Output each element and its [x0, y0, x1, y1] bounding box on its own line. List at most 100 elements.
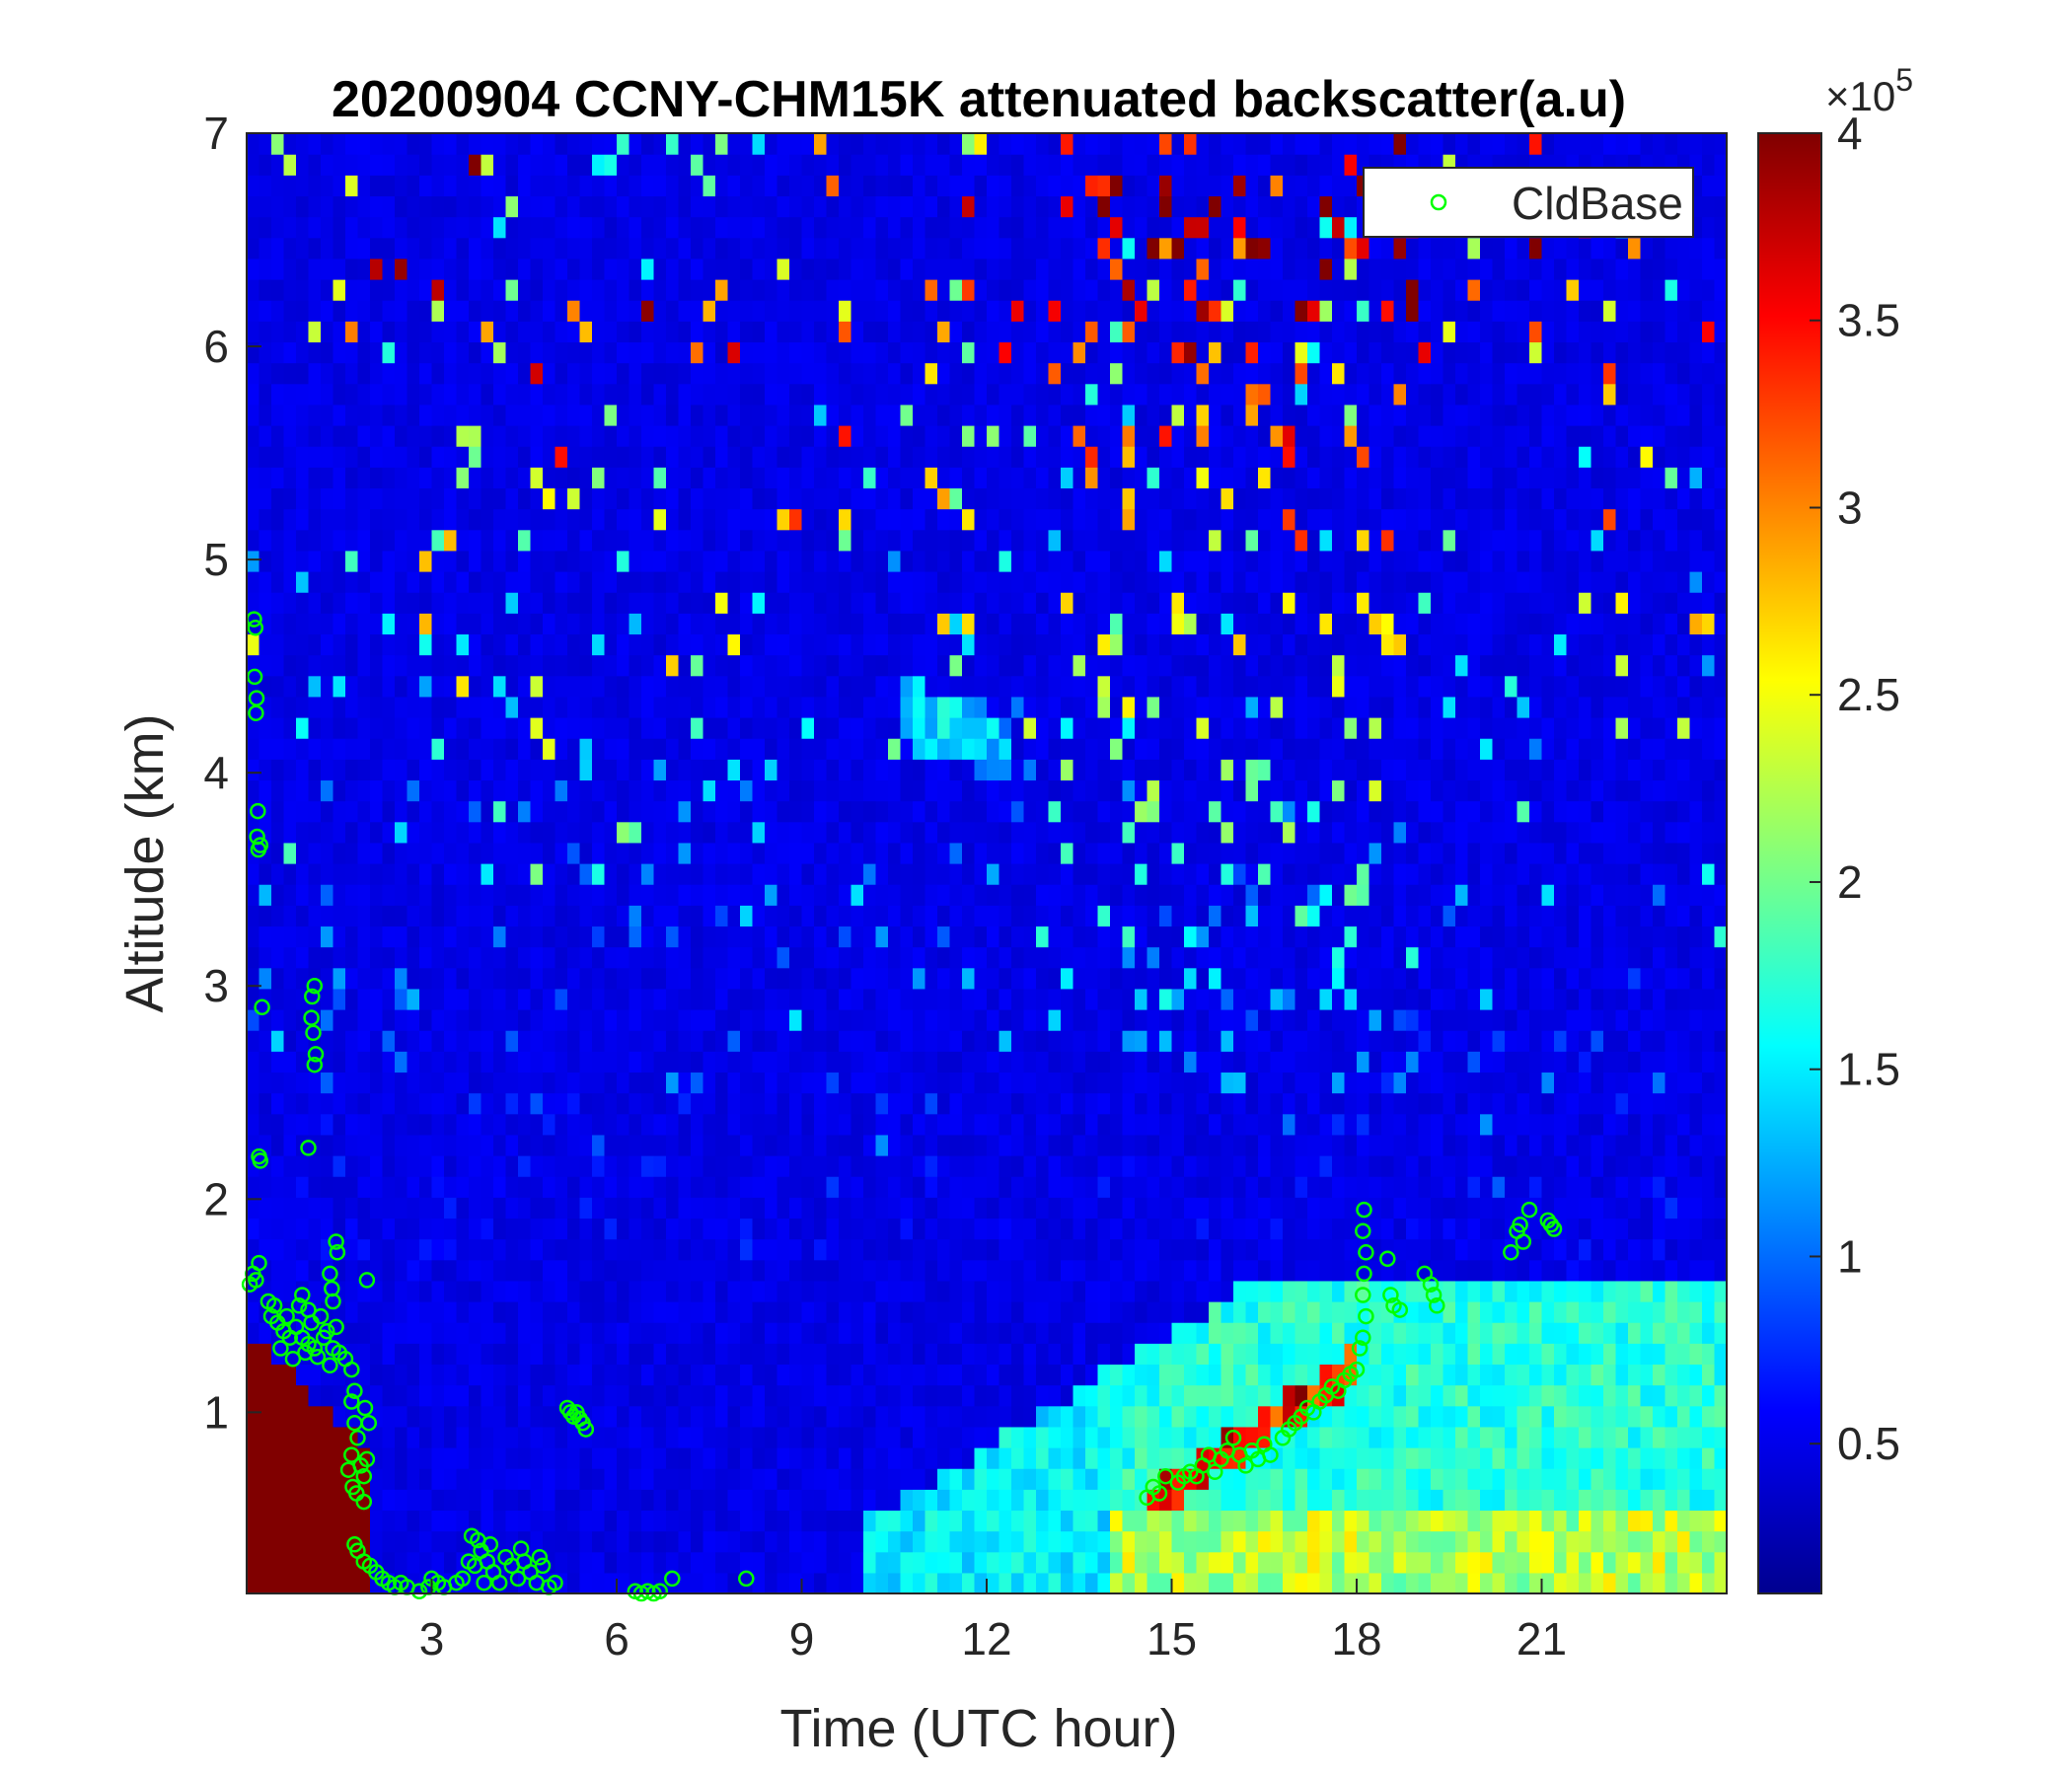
- heatmap-cell: [641, 341, 655, 364]
- heatmap-cell: [419, 467, 433, 489]
- heatmap-cell: [962, 1322, 976, 1344]
- heatmap-cell: [555, 133, 568, 155]
- heatmap-cell: [579, 1322, 593, 1344]
- heatmap-cell: [839, 529, 852, 552]
- heatmap-cell: [444, 946, 458, 969]
- heatmap-cell: [444, 1155, 458, 1177]
- heatmap-cell: [431, 362, 445, 385]
- heatmap-cell: [1085, 1426, 1099, 1448]
- heatmap-cell: [826, 487, 840, 510]
- heatmap-cell: [839, 300, 852, 322]
- heatmap-cell: [1023, 1510, 1037, 1532]
- heatmap-cell: [567, 967, 581, 990]
- heatmap-cell: [407, 1322, 420, 1344]
- heatmap-cell: [900, 467, 914, 489]
- heatmap-cell: [1085, 1551, 1099, 1574]
- heatmap-cell: [691, 1551, 704, 1574]
- heatmap-cell: [666, 946, 680, 969]
- heatmap-cell: [419, 383, 433, 406]
- heatmap-cell: [469, 633, 482, 656]
- heatmap-cell: [1122, 1447, 1136, 1469]
- heatmap-cell: [1097, 341, 1111, 364]
- heatmap-cell: [617, 529, 630, 552]
- heatmap-cell: [530, 1155, 544, 1177]
- heatmap-cell: [444, 905, 458, 927]
- heatmap-cell: [1061, 1092, 1074, 1115]
- heatmap-cell: [481, 1384, 494, 1407]
- heatmap-cell: [789, 1447, 803, 1469]
- heatmap-cell: [987, 425, 1000, 447]
- heatmap-cell: [431, 1364, 445, 1386]
- heatmap-cell: [937, 717, 951, 739]
- heatmap-cell: [863, 1489, 877, 1512]
- heatmap-cell: [419, 842, 433, 864]
- heatmap-cell: [567, 1343, 581, 1366]
- heatmap-cell: [1110, 884, 1124, 906]
- heatmap-cell: [567, 1551, 581, 1574]
- heatmap-cell: [493, 1259, 507, 1282]
- heatmap-cell: [653, 404, 667, 426]
- heatmap-cell: [925, 404, 938, 426]
- heatmap-cell: [493, 1343, 507, 1366]
- heatmap-cell: [715, 237, 729, 259]
- heatmap-cell: [419, 404, 433, 426]
- heatmap-cell: [814, 1134, 828, 1156]
- heatmap-cell: [789, 1343, 803, 1366]
- heatmap-cell: [678, 1468, 692, 1490]
- heatmap-cell: [543, 487, 556, 510]
- heatmap-cell: [826, 237, 840, 259]
- heatmap-cell: [1110, 1405, 1124, 1428]
- heatmap-cell: [617, 258, 630, 280]
- heatmap-cell: [1061, 133, 1074, 155]
- heatmap-cell: [1036, 633, 1050, 656]
- heatmap-cell: [703, 1218, 716, 1240]
- heatmap-cell: [505, 1009, 519, 1031]
- heatmap-cell: [703, 300, 716, 322]
- heatmap-cell: [382, 675, 396, 698]
- heatmap-cell: [1011, 946, 1025, 969]
- heatmap-cell: [1061, 362, 1074, 385]
- heatmap-cell: [974, 1176, 988, 1198]
- heatmap-cell: [987, 133, 1000, 155]
- heatmap-cell: [925, 1134, 938, 1156]
- heatmap-cell: [419, 1447, 433, 1469]
- heatmap-cell: [543, 633, 556, 656]
- heatmap-cell: [1061, 258, 1074, 280]
- heatmap-cell: [851, 1572, 864, 1594]
- heatmap-cell: [308, 1030, 322, 1052]
- heatmap-cell: [444, 1551, 458, 1574]
- heatmap-cell: [653, 1364, 667, 1386]
- heatmap-cell: [1036, 1238, 1050, 1261]
- heatmap-cell: [875, 738, 889, 760]
- heatmap-cell: [913, 550, 926, 572]
- heatmap-cell: [271, 759, 285, 781]
- heatmap-cell: [888, 863, 902, 885]
- heatmap-cell: [987, 508, 1000, 531]
- heatmap-cell: [727, 154, 741, 176]
- heatmap-cell: [321, 759, 334, 781]
- heatmap-cell: [1097, 863, 1111, 885]
- heatmap-cell: [1085, 300, 1099, 322]
- heatmap-cell: [296, 759, 310, 781]
- heatmap-cell: [382, 216, 396, 239]
- heatmap-cell: [1110, 154, 1124, 176]
- heatmap-cell: [333, 759, 346, 781]
- heatmap-cell: [431, 1447, 445, 1469]
- heatmap-cell: [407, 1551, 420, 1574]
- heatmap-cell: [1061, 341, 1074, 364]
- heatmap-cell: [727, 967, 741, 990]
- heatmap-cell: [518, 1384, 532, 1407]
- heatmap-cell: [629, 362, 642, 385]
- heatmap-cell: [543, 467, 556, 489]
- heatmap-cell: [949, 1176, 963, 1198]
- heatmap-cell: [283, 800, 297, 823]
- heatmap-cell: [1061, 300, 1074, 322]
- heatmap-cell: [333, 571, 346, 593]
- heatmap-cell: [987, 300, 1000, 322]
- heatmap-cell: [875, 967, 889, 990]
- heatmap-cell: [999, 1489, 1012, 1512]
- heatmap-cell: [271, 884, 285, 906]
- heatmap-cell: [505, 1447, 519, 1469]
- heatmap-cell: [469, 884, 482, 906]
- heatmap-cell: [382, 1113, 396, 1136]
